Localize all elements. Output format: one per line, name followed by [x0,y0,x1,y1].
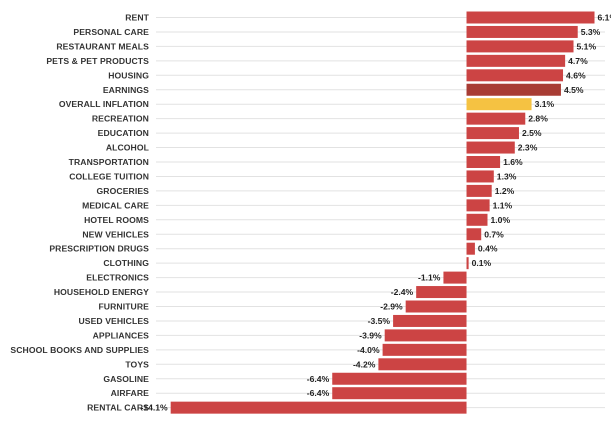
value-label: -6.4% [307,374,330,384]
category-label: PRESCRIPTION DRUGS [49,244,149,254]
category-label: ELECTRONICS [86,273,149,283]
bar [466,257,469,270]
bar [466,98,532,111]
value-label: -6.4% [307,388,330,398]
category-label: HOUSING [108,70,149,80]
value-label: 1.0% [491,215,511,225]
category-label: ALCOHOL [106,143,149,153]
value-label: 1.6% [503,157,523,167]
value-label: 1.3% [497,171,517,181]
bar [393,314,467,327]
value-label: 5.3% [581,27,601,37]
bar [416,286,467,299]
bar [405,300,467,313]
value-label: -3.9% [359,330,382,340]
bar [170,401,467,414]
value-label: -14.1% [140,403,168,413]
value-label: 0.4% [478,244,498,254]
bar [466,141,515,154]
bar-layer [170,11,595,414]
value-label-layer: 6.1% 5.3% 5.1% 4.7% 4.6% 4.5% 3.1% 2.8% 2.5% 2.3%… [140,13,611,413]
category-label: PETS & PET PRODUCTS [46,56,149,66]
value-label: -2.4% [391,287,414,297]
value-label: -2.9% [380,302,403,312]
bar [466,156,501,168]
category-label: RENT [125,13,149,23]
value-label: 1.2% [495,186,515,196]
value-label: 6.1% [598,13,611,23]
category-label: SCHOOL BOOKS AND SUPPLIES [10,345,149,355]
value-label: 2.8% [528,114,548,124]
category-label: TOYS [125,359,149,369]
category-label: RESTAURANT MEALS [56,41,149,51]
category-label: FURNITURE [98,302,149,312]
bar [466,69,564,82]
value-label: 1.1% [493,200,513,210]
bar [466,83,561,96]
category-label: EDUCATION [98,128,149,138]
category-label: OVERALL INFLATION [59,99,149,109]
value-label: -4.0% [357,345,380,355]
category-label: EARNINGS [103,85,149,95]
bar [466,25,578,38]
category-label: USED VEHICLES [78,316,149,326]
bar [332,387,467,400]
value-label: 2.5% [522,128,542,138]
bar [332,372,467,385]
value-label: -1.1% [418,273,441,283]
bar [466,242,475,255]
bar [466,127,519,140]
value-label: 3.1% [535,99,555,109]
value-label: 4.5% [564,85,584,95]
value-label: 5.1% [577,41,597,51]
value-label: -3.5% [368,316,391,326]
category-label: AIRFARE [111,388,150,398]
bar [443,271,467,284]
bar [466,112,526,125]
category-label: RENTAL CARS [87,403,149,413]
value-label: 0.1% [472,258,492,268]
category-label: APPLIANCES [93,330,150,340]
category-label: MEDICAL CARE [82,200,149,210]
value-label: 4.7% [568,56,588,66]
bar [466,213,488,226]
value-label: -4.2% [353,359,376,369]
bar [466,40,574,53]
bar [466,170,494,183]
category-label: GROCERIES [97,186,150,196]
value-label: 4.6% [566,70,586,80]
category-label: COLLEGE TUITION [69,171,149,181]
bar [466,184,492,197]
bar [466,54,566,67]
category-label: GASOLINE [103,374,149,384]
category-label-layer: RENT PERSONAL CARE RESTAURANT MEALS PETS & … [10,13,149,413]
bar [384,329,467,342]
value-label: 2.3% [518,143,538,153]
category-label: NEW VEHICLES [82,229,149,239]
bar [466,11,595,24]
bar [466,199,490,212]
category-label: PERSONAL CARE [73,27,149,37]
bar [378,358,467,371]
category-label: HOTEL ROOMS [84,215,149,225]
category-label: RECREATION [92,114,149,124]
bar [466,228,482,241]
category-label: CLOTHING [103,258,149,268]
value-label: 0.7% [484,229,504,239]
category-label: HOUSEHOLD ENERGY [54,287,149,297]
category-label: TRANSPORTATION [69,157,149,167]
bar [382,343,467,356]
